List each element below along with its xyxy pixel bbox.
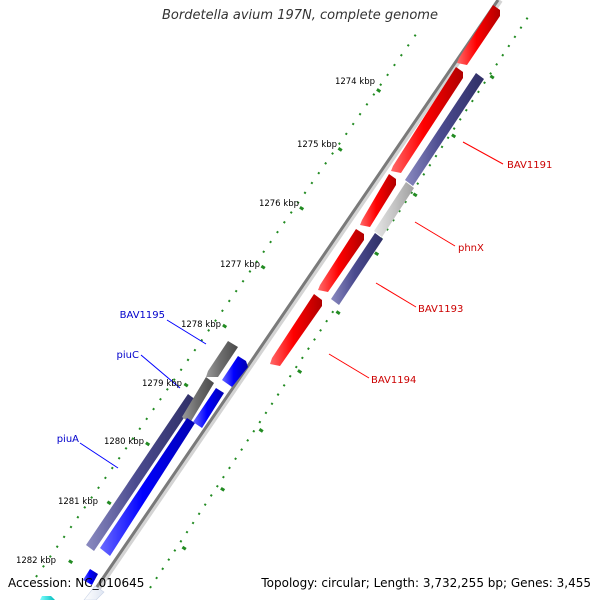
major-tick bbox=[299, 205, 305, 211]
major-tick bbox=[183, 382, 189, 388]
scale-label: 1282 kbp bbox=[16, 556, 56, 566]
reverse-gene-labels: BAV1195 piuC piuA bbox=[57, 310, 165, 445]
genome-backbone bbox=[86, 0, 500, 600]
gene-label-BAV1195[interactable]: BAV1195 bbox=[120, 310, 165, 321]
major-tick bbox=[451, 133, 457, 139]
major-tick bbox=[297, 369, 303, 374]
gene-piuC[interactable] bbox=[222, 356, 248, 387]
scale-label: 1277 kbp bbox=[220, 260, 260, 270]
map-title: Bordetella avium 197N, complete genome bbox=[162, 8, 438, 23]
gene-piuA[interactable] bbox=[86, 394, 196, 551]
major-tick bbox=[335, 310, 341, 315]
genome-summary-text: Topology: circular; Length: 3,732,255 bp… bbox=[261, 576, 591, 590]
gene-BAV1195[interactable] bbox=[206, 341, 238, 377]
major-tick bbox=[106, 500, 112, 506]
gene-label-piuC[interactable]: piuC bbox=[117, 350, 139, 361]
major-tick bbox=[222, 323, 228, 329]
leader-line-BAV1191 bbox=[462, 141, 504, 165]
gene-forward-red[interactable] bbox=[360, 174, 396, 227]
leader-line-BAV1194 bbox=[328, 353, 370, 379]
gene-label-phnX[interactable]: phnX bbox=[458, 243, 484, 254]
major-tick bbox=[260, 264, 266, 270]
major-tick bbox=[412, 192, 418, 198]
outer-minor-tick-track bbox=[35, 29, 420, 578]
leader-line-piuA bbox=[79, 442, 119, 469]
gene-cyan-fragment[interactable] bbox=[40, 596, 55, 600]
scale-label: 1281 kbp bbox=[58, 497, 98, 507]
accession-text: Accession: NC_010645 bbox=[8, 576, 145, 590]
major-tick bbox=[220, 486, 226, 492]
gene-BAV1194[interactable] bbox=[270, 294, 322, 366]
major-tick bbox=[376, 88, 382, 93]
gene-label-BAV1191[interactable]: BAV1191 bbox=[507, 160, 552, 171]
leader-line-piuC bbox=[140, 354, 181, 389]
major-tick bbox=[145, 441, 151, 447]
major-tick bbox=[68, 559, 74, 565]
scale-label: 1279 kbp bbox=[142, 379, 182, 389]
leader-line-BAV1195 bbox=[166, 319, 207, 345]
gene-forward-red[interactable] bbox=[391, 67, 463, 173]
scale-label: 1274 kbp bbox=[335, 77, 375, 87]
gene-reverse-blue[interactable] bbox=[100, 418, 195, 556]
forward-gene-labels: BAV1191 phnX BAV1193 BAV1194 bbox=[371, 160, 552, 386]
major-tick bbox=[258, 428, 264, 433]
gene-reverse-blue[interactable] bbox=[193, 388, 224, 428]
leader-line-BAV1193 bbox=[375, 282, 417, 308]
gene-label-BAV1193[interactable]: BAV1193 bbox=[418, 304, 463, 315]
scale-label: 1280 kbp bbox=[104, 437, 144, 447]
scale-label: 1275 kbp bbox=[297, 140, 337, 150]
forward-strand-features bbox=[331, 73, 484, 305]
gene-label-piuA[interactable]: piuA bbox=[57, 434, 79, 445]
scale-label: 1278 kbp bbox=[181, 320, 221, 330]
gene-phnX[interactable] bbox=[374, 182, 414, 237]
forward-strand-genes bbox=[270, 5, 500, 366]
gene-label-BAV1194[interactable]: BAV1194 bbox=[371, 375, 416, 386]
gene-BAV1191[interactable] bbox=[405, 73, 484, 186]
gene-forward-red[interactable] bbox=[457, 5, 500, 65]
scale-label: 1276 kbp bbox=[259, 199, 299, 209]
major-tick bbox=[374, 251, 380, 257]
gene-forward-red[interactable] bbox=[318, 229, 364, 292]
major-ticks-outer bbox=[68, 88, 382, 565]
gene-reverse-pale[interactable] bbox=[83, 585, 105, 600]
leader-line-phnX bbox=[414, 221, 456, 247]
major-tick bbox=[489, 74, 495, 80]
gene-reverse-blue[interactable] bbox=[83, 569, 98, 585]
reverse-leader-lines bbox=[79, 319, 207, 469]
gene-reverse-gray[interactable] bbox=[182, 377, 214, 423]
forward-leader-lines bbox=[328, 141, 504, 379]
backbone-shadow bbox=[87, 0, 503, 600]
major-ticks-inner bbox=[181, 74, 495, 551]
gene-BAV1193[interactable] bbox=[331, 233, 383, 305]
major-tick bbox=[337, 147, 343, 152]
major-tick bbox=[181, 545, 187, 551]
reverse-strand-features bbox=[40, 341, 248, 600]
scale-labels: 1274 kbp 1275 kbp 1276 kbp 1277 kbp 1278… bbox=[16, 77, 375, 566]
